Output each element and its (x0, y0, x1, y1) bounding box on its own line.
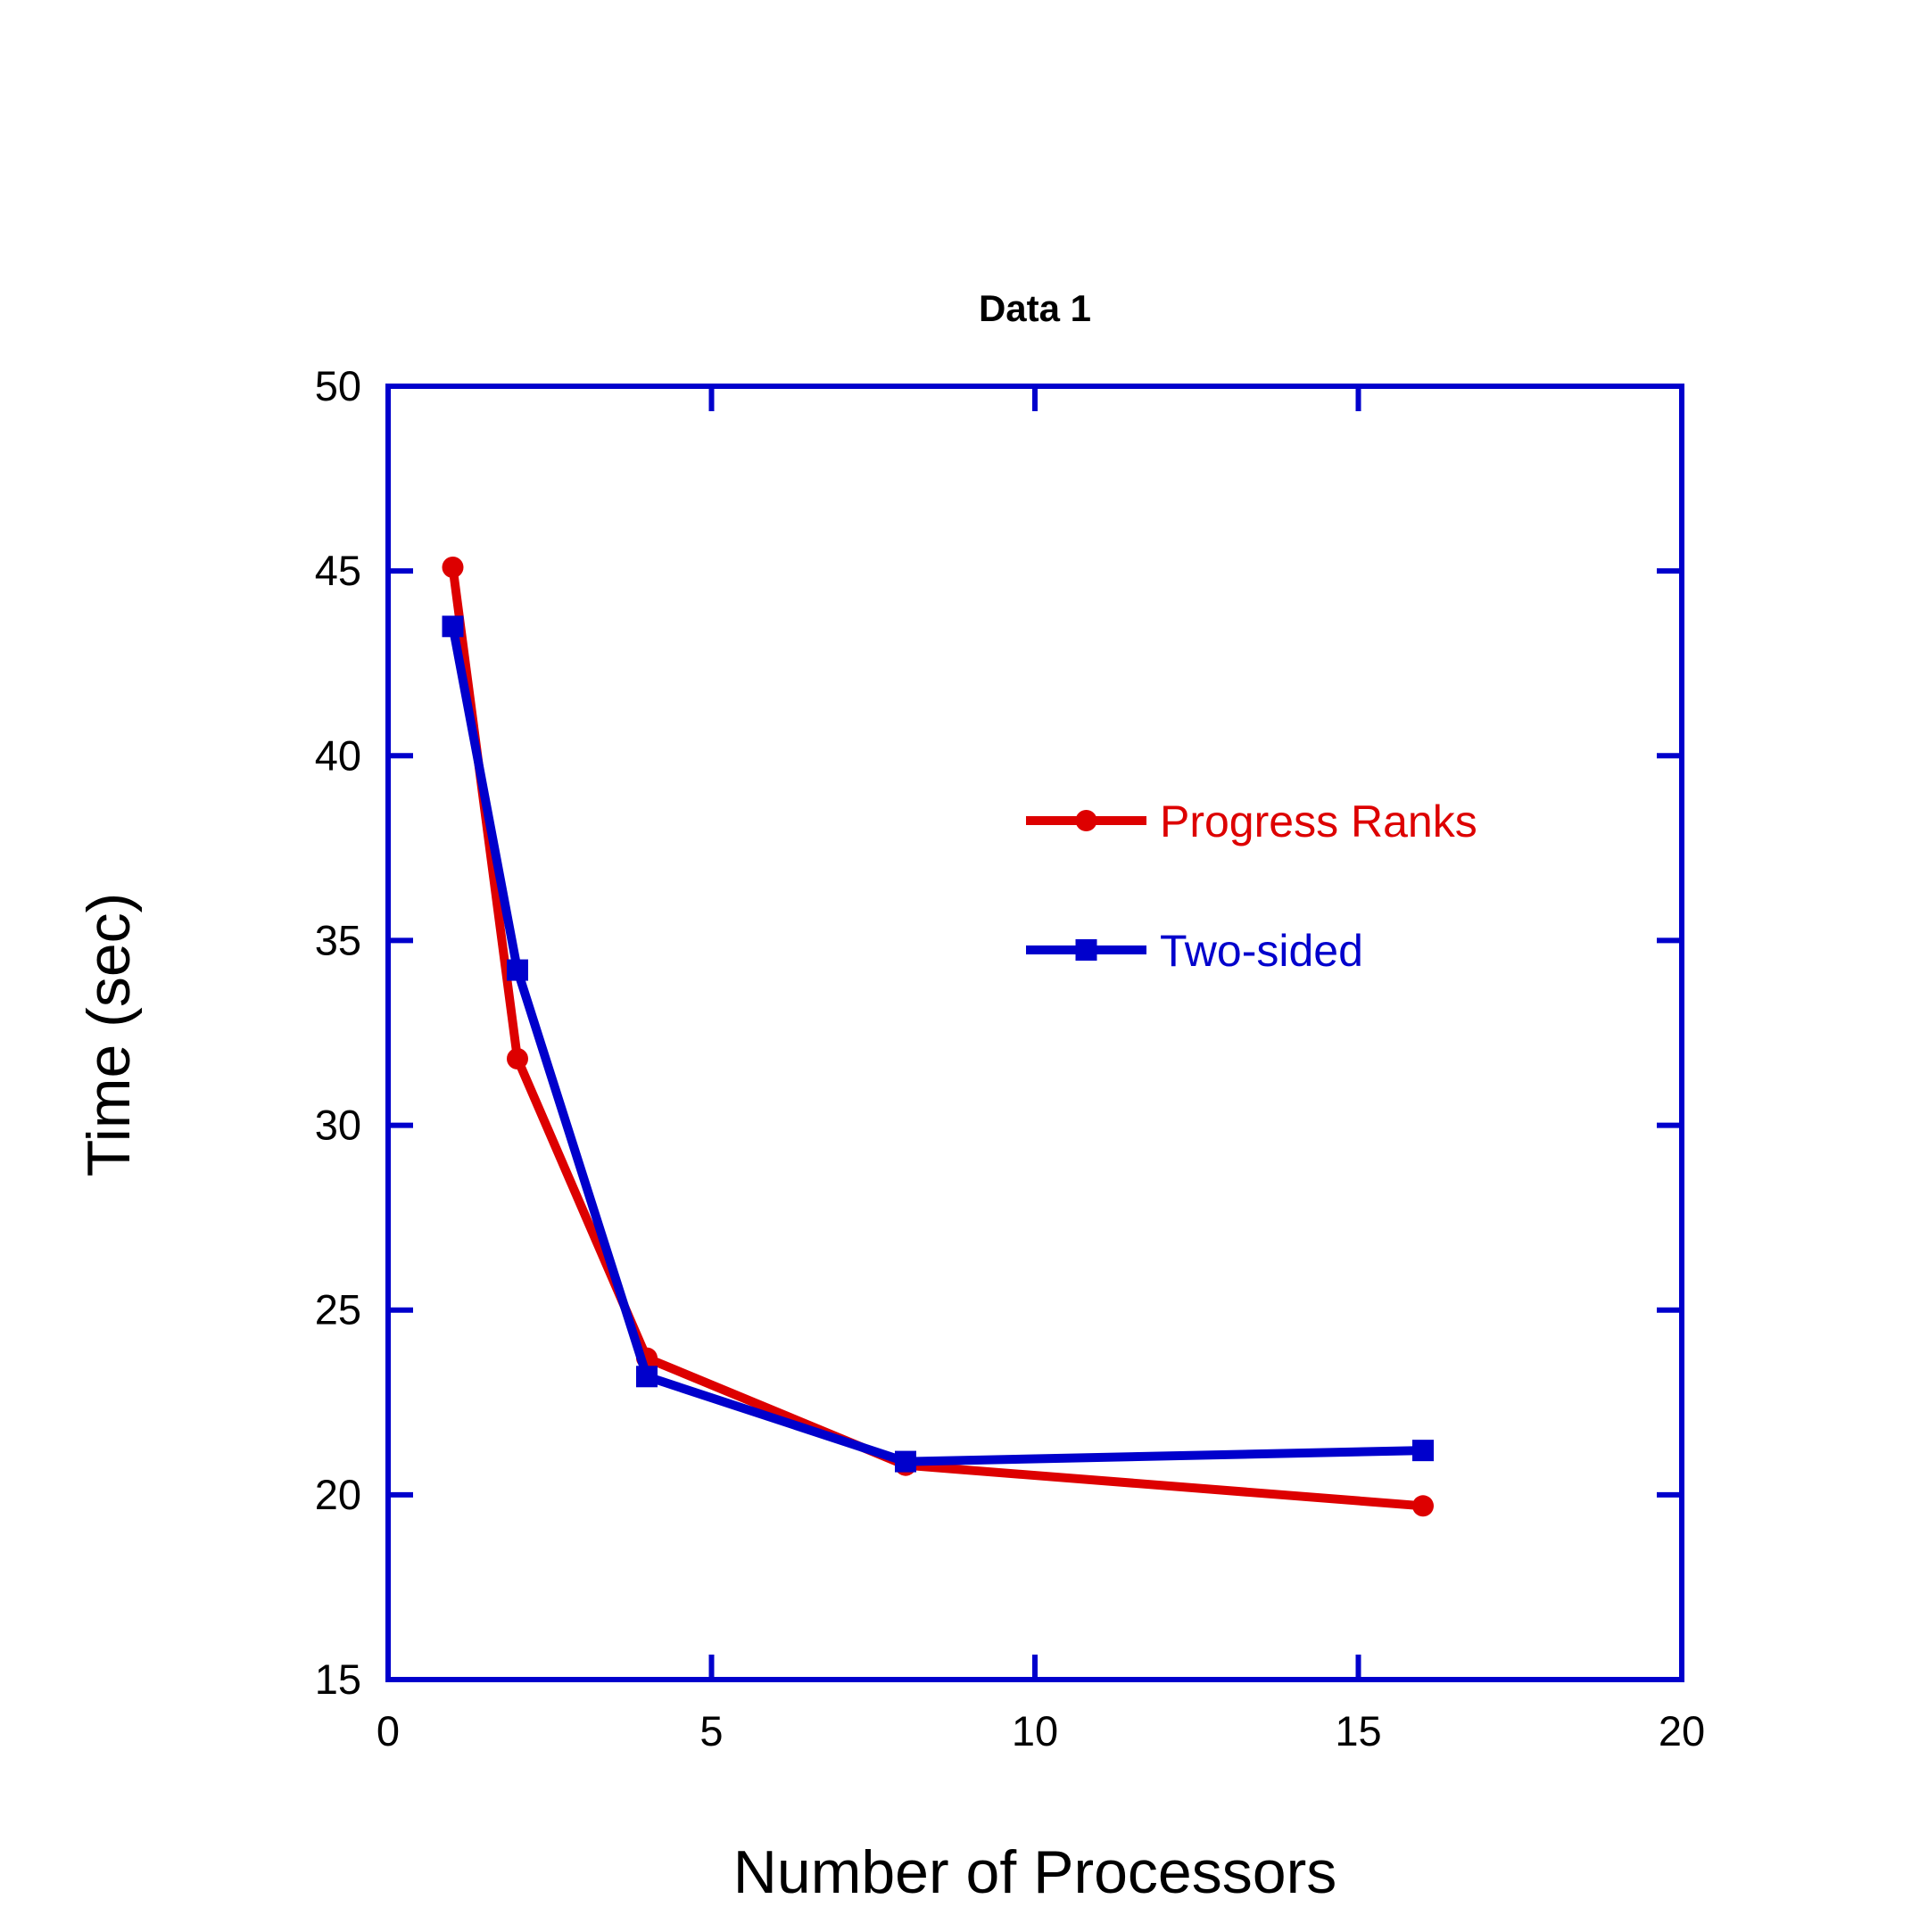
x-tick-label: 15 (1335, 1707, 1381, 1754)
x-axis-title: Number of Processors (733, 1838, 1336, 1906)
y-tick-label: 15 (315, 1655, 361, 1703)
y-tick-label: 35 (315, 916, 361, 963)
legend-label-progress-ranks: Progress Ranks (1160, 797, 1477, 846)
y-tick-label: 45 (315, 547, 361, 594)
x-tick-label: 20 (1659, 1707, 1705, 1754)
series-line-two-sided (448, 622, 1427, 1466)
legend-marker-progress-ranks (1075, 810, 1097, 831)
plot-frame (385, 384, 1684, 1682)
y-tick-label: 50 (315, 362, 361, 409)
chart-title: Data 1 (979, 287, 1091, 329)
data-point-two-sided (442, 615, 464, 638)
data-point-progress-ranks (507, 1048, 528, 1069)
y-tick-label: 30 (315, 1102, 361, 1149)
x-tick-label: 0 (376, 1707, 400, 1754)
legend-label-two-sided: Two-sided (1160, 926, 1363, 976)
plot-area: 0 5 10 15 20 15 20 25 30 35 40 45 50 (315, 362, 1705, 1754)
legend: Progress Ranks Two-sided (1026, 797, 1477, 976)
x-tick-label: 10 (1012, 1707, 1058, 1754)
data-point-two-sided (895, 1450, 916, 1473)
y-tick-label: 40 (315, 731, 361, 779)
y-axis-title: Time (sec) (75, 893, 143, 1177)
data-point-two-sided (1412, 1440, 1434, 1462)
x-tick-label: 5 (699, 1707, 723, 1754)
data-point-two-sided (507, 959, 528, 981)
data-point-two-sided (636, 1366, 658, 1388)
series-line-progress-ranks (448, 563, 1427, 1511)
legend-marker-two-sided (1075, 939, 1097, 961)
y-tick-label: 25 (315, 1286, 361, 1333)
data-point-progress-ranks (442, 557, 464, 578)
y-tick-label: 20 (315, 1471, 361, 1518)
data-point-progress-ranks (1412, 1495, 1434, 1517)
